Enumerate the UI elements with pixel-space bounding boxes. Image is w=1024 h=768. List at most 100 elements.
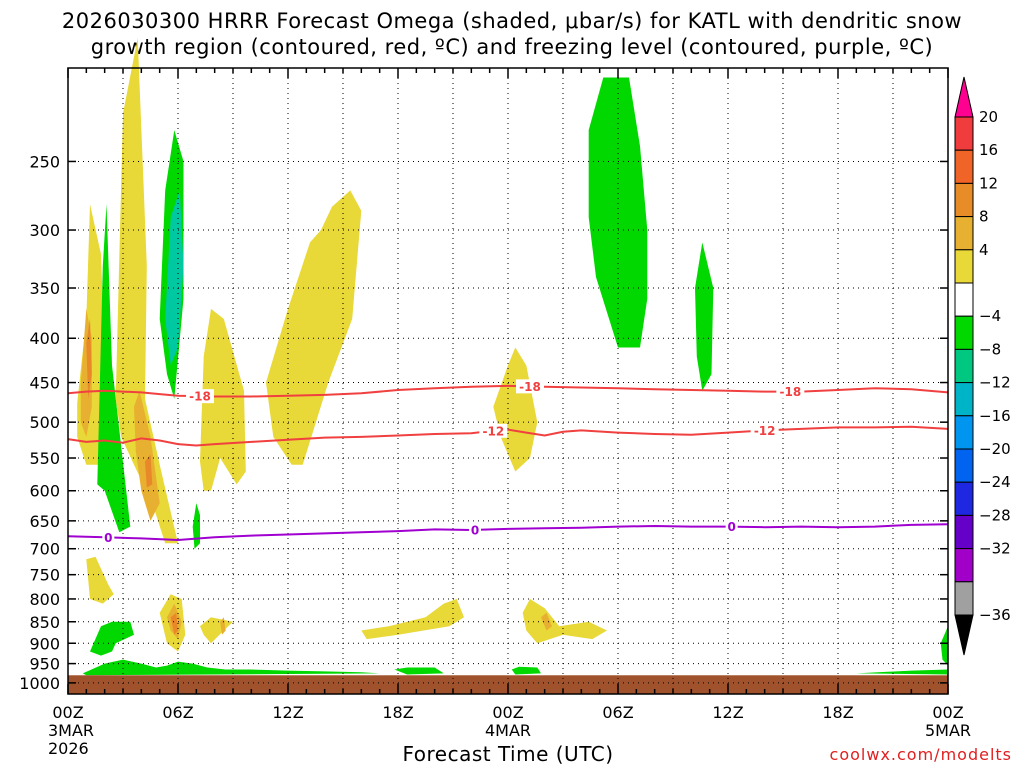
colorbar-label-5: −4 [979, 307, 1001, 325]
colorbar-label-8: −16 [979, 407, 1011, 425]
y-tick-label-900: 900 [29, 634, 60, 653]
y-tick-label-1000: 1000 [19, 674, 60, 693]
omega-region-2 [86, 318, 92, 399]
colorbar-segment-13 [954, 514, 974, 550]
omega-region-6 [145, 454, 153, 488]
omega-region-3 [97, 204, 131, 533]
omega-region-21 [493, 347, 538, 472]
title-line-2: growth region (contoured, red, ºC) and f… [90, 35, 934, 59]
colorbar-label-13: −36 [979, 606, 1011, 624]
colorbar-label-2: 12 [979, 174, 998, 192]
contour-label-bg-2-1 [469, 522, 481, 537]
contour-label-bg-2-0 [102, 530, 115, 545]
colorbar-top-triangle [954, 76, 974, 118]
colorbar-label-12: −32 [979, 540, 1011, 558]
colorbar-segment-1 [954, 116, 974, 151]
colorbar-label-4: 4 [979, 241, 989, 259]
contour-label-bg-2-2 [725, 519, 738, 534]
contour-line-0 [67, 523, 949, 542]
x-tick-label-6: 12Z [712, 703, 743, 722]
omega-region-18 [361, 599, 464, 640]
y-tick-label-750: 750 [29, 566, 60, 585]
colorbar-segment-2 [954, 149, 974, 184]
x-tick-label-5: 06Z [602, 703, 633, 722]
x-tick-year-0: 2026 [48, 739, 89, 758]
y-tick-label-400: 400 [29, 329, 60, 348]
y-tick-label-500: 500 [29, 413, 60, 432]
omega-region-24 [82, 659, 380, 676]
x-tick-date-8: 5MAR [925, 721, 971, 740]
contour-label-bg-0-2 [776, 384, 805, 399]
chart-title: 2026030300 HRRR Forecast Omega (shaded, … [0, 8, 1024, 60]
omega-region-12 [86, 556, 114, 604]
x-axis-label: Forecast Time (UTC) [402, 742, 614, 766]
x-tick-label-8: 00Z [932, 703, 963, 722]
contour-label-1-1: -12 [754, 424, 776, 438]
contour-lines: -18 -18 -18 -12 -12 0 0 0 [67, 379, 949, 545]
colorbar-bottom-triangle [954, 614, 974, 656]
colorbar: 20 16 12 8 4 −4 −8 −12 −16 −20 −24 −28 −32 −36 [954, 76, 1011, 656]
omega-region-20 [541, 612, 552, 631]
x-tick-label-0: 00Z [52, 703, 83, 722]
colorbar-segment-10 [954, 415, 974, 450]
omega-region-28 [940, 626, 948, 666]
contour-label-bg-1-1 [750, 423, 779, 438]
omega-region-27 [511, 666, 541, 675]
colorbar-label-3: 8 [979, 208, 989, 226]
x-tick-label-7: 18Z [822, 703, 853, 722]
colorbar-segment-9 [954, 382, 974, 417]
contour-label-0-1: -18 [519, 380, 541, 394]
colorbar-segment-7 [954, 315, 974, 350]
omega-region-4 [115, 37, 178, 544]
omega-region-15 [170, 612, 178, 635]
colorbar-label-11: −28 [979, 506, 1011, 524]
colorbar-label-0: 20 [979, 108, 998, 126]
x-tick-date-4: 4MAR [485, 721, 531, 740]
y-axis-ticks: 250 300 350 400 450 500 550 600 650 700 750 800 850 9… [19, 152, 948, 693]
omega-region-19 [522, 599, 607, 644]
omega-region-22 [588, 77, 648, 348]
omega-region-10 [266, 190, 362, 465]
y-tick-label-700: 700 [29, 540, 60, 559]
x-tick-label-4: 00Z [492, 703, 523, 722]
colorbar-label-1: 16 [979, 141, 998, 159]
y-tick-label-350: 350 [29, 279, 60, 298]
omega-region-17 [220, 617, 226, 635]
omega-region-5 [134, 390, 160, 521]
y-tick-label-950: 950 [29, 655, 60, 674]
omega-region-16 [200, 617, 233, 644]
contour-label-0-2: -18 [779, 385, 801, 399]
omega-region-8 [165, 190, 184, 366]
x-tick-label-2: 12Z [272, 703, 303, 722]
colorbar-segment-5 [954, 249, 974, 284]
contour-label-2-1: 0 [471, 523, 479, 537]
contour-label-bg-0-0 [186, 389, 214, 404]
y-tick-label-600: 600 [29, 482, 60, 501]
grid-lines [67, 68, 949, 694]
colorbar-label-10: −24 [979, 473, 1011, 491]
x-tick-label-3: 18Z [382, 703, 413, 722]
omega-region-11 [192, 503, 200, 549]
colorbar-segment-3 [954, 182, 974, 218]
omega-region-23 [695, 242, 714, 391]
y-tick-label-800: 800 [29, 590, 60, 609]
title-line-1: 2026030300 HRRR Forecast Omega (shaded, … [61, 9, 963, 33]
colorbar-segment-6 [954, 282, 974, 317]
x-tick-date-0: 3MAR [48, 721, 94, 740]
contour-label-1-0: -12 [482, 424, 504, 438]
colorbar-segment-14 [954, 548, 974, 583]
contour-label-2-0: 0 [104, 531, 112, 545]
omega-region-26 [394, 667, 444, 675]
colorbar-segment-12 [954, 481, 974, 516]
x-tick-label-1: 06Z [162, 703, 193, 722]
shaded-regions [77, 37, 948, 676]
contour-label-0-0: -18 [189, 390, 211, 404]
contour-label-bg-0-1 [516, 379, 544, 394]
y-tick-label-550: 550 [29, 449, 60, 468]
omega-region-25 [90, 621, 134, 656]
colorbar-label-9: −20 [979, 440, 1011, 458]
credit-text: coolwx.com/modelts [829, 745, 1012, 764]
contour-label-bg-1-0 [479, 423, 508, 438]
